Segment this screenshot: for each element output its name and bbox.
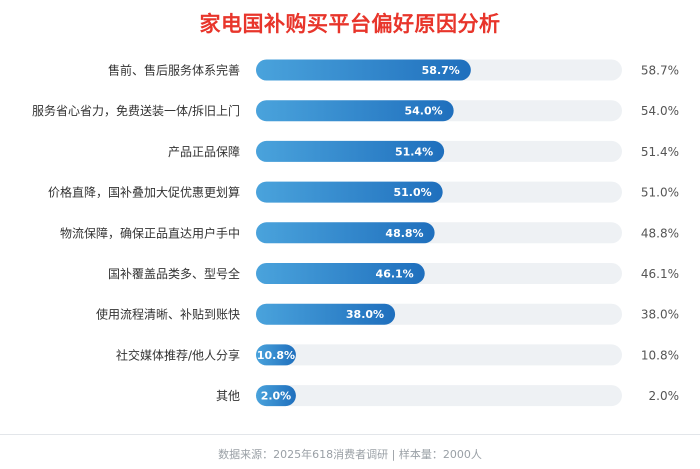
- bar-data-label: 54.0%: [404, 105, 442, 118]
- bar-data-label: 10.8%: [257, 349, 295, 362]
- value-label: 51.4%: [641, 145, 679, 159]
- value-label: 10.8%: [641, 348, 679, 362]
- bar-data-label: 51.0%: [393, 186, 431, 199]
- category-label: 产品正品保障: [168, 144, 240, 159]
- bar-track: [256, 385, 622, 407]
- category-label: 国补覆盖品类多、型号全: [108, 266, 240, 281]
- category-label: 使用流程清晰、补贴到账快: [96, 307, 240, 322]
- category-label: 服务省心省力，免费送装一体/拆旧上门: [32, 103, 240, 118]
- category-label: 物流保障，确保正品直达用户手中: [60, 225, 240, 240]
- bar-data-label: 51.4%: [395, 145, 433, 158]
- bar-data-label: 46.1%: [376, 268, 414, 281]
- bar: [256, 385, 296, 407]
- bar: [256, 59, 471, 81]
- category-label: 价格直降，国补叠加大促优惠更划算: [48, 185, 240, 200]
- value-label: 58.7%: [641, 64, 679, 78]
- bar: [256, 303, 396, 325]
- value-label: 38.0%: [641, 308, 679, 322]
- bar: [256, 263, 425, 284]
- source-note: 数据来源：2025年618消费者调研 | 样本量：2000人: [218, 448, 482, 461]
- bar: [256, 140, 445, 162]
- bar: [256, 344, 296, 366]
- bar-data-label: 2.0%: [261, 390, 292, 403]
- bar-data-label: 38.0%: [346, 308, 384, 321]
- category-label: 社交媒体推荐/他人分享: [116, 347, 240, 362]
- bar-track: [256, 344, 622, 366]
- category-label: 售前、售后服务体系完善: [108, 63, 240, 78]
- value-label: 48.8%: [641, 226, 679, 240]
- bar: [256, 100, 454, 122]
- chart-title: 家电国补购买平台偏好原因分析: [199, 12, 501, 36]
- value-label: 54.0%: [641, 104, 679, 118]
- bar-data-label: 58.7%: [422, 64, 460, 77]
- value-label: 51.0%: [641, 186, 679, 200]
- bar: [256, 222, 435, 244]
- bar-data-label: 48.8%: [385, 227, 423, 240]
- value-label: 46.1%: [641, 267, 679, 281]
- footer-divider: [0, 434, 700, 435]
- category-label: 其他: [216, 389, 240, 403]
- bar: [256, 181, 443, 203]
- value-label: 2.0%: [649, 389, 680, 403]
